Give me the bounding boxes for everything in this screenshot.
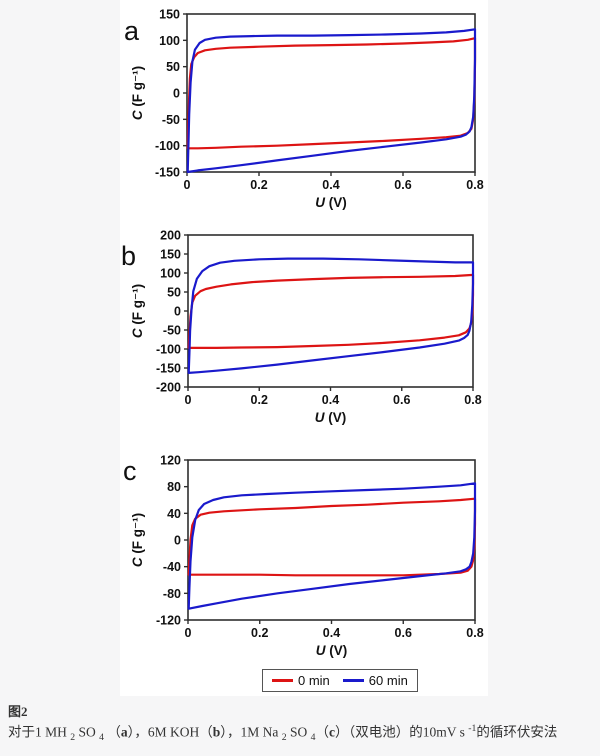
y-tick-label: 0	[174, 534, 181, 548]
caption-text: 对于1 MH 2 SO 4 （a），6M KOH（b），1M Na 2 SO 4…	[8, 722, 558, 744]
y-tick-label: -80	[163, 587, 181, 601]
legend-item-60min: 60 min	[342, 673, 408, 688]
chart-c-cv-plot: 0 0.2 0.4 0.6 0.8 120 80 40 0 -40 -80 -120 U (V) C (F…	[123, 454, 484, 659]
x-tick-label: 0.4	[322, 393, 339, 407]
panel-letter-c: c	[123, 456, 137, 486]
panel-letter-a: a	[124, 16, 140, 46]
cv-curve-60min	[187, 257, 475, 374]
x-tick-label: 0	[185, 393, 192, 407]
y-tick-label: 200	[160, 229, 181, 243]
x-tick-label: 0.2	[251, 626, 268, 640]
y-tick-label: 50	[167, 286, 181, 300]
y-tick-label: 0	[174, 305, 181, 319]
blue-line-swatch	[342, 679, 364, 682]
cv-curve-60min	[187, 482, 477, 610]
x-tick-label: 0	[185, 626, 192, 640]
y-tick-label: -100	[156, 343, 181, 357]
legend: 0 min 60 min	[262, 669, 418, 692]
x-axis-label: U (V)	[316, 643, 348, 658]
x-tick-label: 0.8	[466, 178, 483, 192]
legend-label-0min: 0 min	[298, 673, 330, 688]
cv-curve-0min	[187, 273, 475, 349]
y-tick-label: -120	[156, 614, 181, 628]
y-tick-label: 0	[173, 87, 180, 101]
y-tick-label: 120	[160, 454, 181, 468]
legend-label-60min: 60 min	[368, 673, 408, 688]
x-tick-label: 0.4	[323, 626, 340, 640]
figure-panel: 0 0.2 0.4 0.6 0.8 150 100 50 0 -50 -100 -150 U (V) C …	[120, 0, 488, 696]
y-axis-label: C (F g⁻¹)	[130, 66, 145, 120]
figure-number: 图2	[8, 704, 28, 719]
red-line-swatch	[272, 679, 293, 682]
x-tick-label: 0.2	[251, 393, 268, 407]
y-tick-label: 80	[167, 480, 181, 494]
y-tick-label: -40	[163, 560, 181, 574]
cv-curve-0min	[187, 497, 477, 577]
y-tick-label: -150	[155, 166, 180, 180]
cv-curve-60min	[186, 28, 477, 174]
y-tick-label: 100	[160, 267, 181, 281]
figure-caption: 图2 对于1 MH 2 SO 4 （a），6M KOH（b），1M Na 2 S…	[8, 703, 596, 745]
legend-item-0min: 0 min	[272, 673, 330, 688]
y-tick-label: 150	[160, 248, 181, 262]
cv-curve-0min	[186, 37, 477, 150]
chart-a-cv-plot: 0 0.2 0.4 0.6 0.8 150 100 50 0 -50 -100 -150 U (V) C …	[124, 8, 484, 211]
y-tick-label: -150	[156, 362, 181, 376]
x-tick-label: 0.2	[250, 178, 267, 192]
x-tick-label: 0	[184, 178, 191, 192]
y-axis-label: C (F g⁻¹)	[130, 284, 145, 338]
y-axis-label: C (F g⁻¹)	[130, 513, 145, 567]
y-tick-label: -50	[163, 324, 181, 338]
x-axis-label: U (V)	[315, 410, 347, 425]
x-axis-label: U (V)	[315, 195, 347, 210]
y-tick-label: 40	[167, 507, 181, 521]
x-tick-label: 0.4	[322, 178, 339, 192]
y-tick-label: -100	[155, 139, 180, 153]
y-tick-label: -50	[162, 113, 180, 127]
x-tick-label: 0.8	[466, 626, 483, 640]
y-tick-label: 100	[159, 34, 180, 48]
panel-letter-b: b	[121, 241, 136, 271]
chart-b-cv-plot: 0 0.2 0.4 0.6 0.8 200 150 100 50 0 -50 -100 -150 -200…	[121, 229, 482, 426]
x-tick-label: 0.6	[393, 393, 410, 407]
x-tick-label: 0.6	[394, 178, 411, 192]
x-tick-label: 0.6	[395, 626, 412, 640]
x-tick-label: 0.8	[464, 393, 481, 407]
y-tick-label: 150	[159, 8, 180, 22]
y-tick-label: -200	[156, 381, 181, 395]
y-tick-label: 50	[166, 60, 180, 74]
plot-frame	[187, 459, 476, 621]
